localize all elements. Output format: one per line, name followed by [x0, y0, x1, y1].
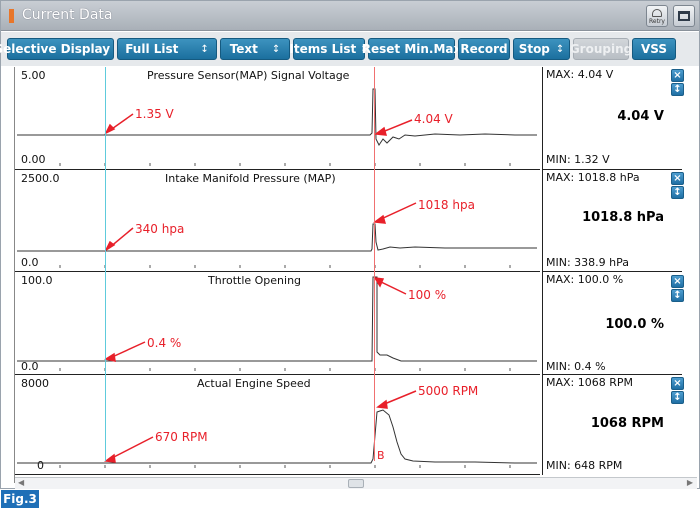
- annotation-left: 1.35 V: [135, 107, 174, 121]
- maximize-icon: [678, 11, 690, 21]
- info-map-pressure: MAX: 1018.8 hPa 1018.8 hPa MIN: 338.9 hP…: [542, 170, 682, 272]
- close-graph-icon[interactable]: ×: [671, 275, 684, 288]
- scale-min-label: 0.00: [21, 153, 46, 166]
- move-graph-icon[interactable]: ↕: [671, 83, 684, 96]
- graph-map-voltage: 5.00 Pressure Sensor(MAP) Signal Voltage…: [15, 67, 540, 170]
- tick-marks: [59, 163, 511, 468]
- trace-throttle: [17, 276, 537, 362]
- text-button[interactable]: Text ↕: [220, 38, 290, 60]
- min-value-label: MIN: 338.9 hPa: [546, 256, 630, 269]
- close-graph-icon[interactable]: ×: [671, 69, 684, 82]
- cursor-a-line[interactable]: [105, 67, 106, 461]
- vss-label: VSS: [640, 42, 668, 56]
- annotation-right: 100 %: [408, 288, 447, 302]
- selective-display-button[interactable]: Selective Display↕: [0, 38, 127, 60]
- grouping-button[interactable]: Grouping: [569, 38, 633, 60]
- current-data-window: Current Data Retry Selective Display↕ Fu…: [0, 0, 700, 489]
- scale-min-label: 0.0: [21, 256, 39, 269]
- info-map-voltage: MAX: 4.04 V 4.04 V MIN: 1.32 V: [542, 67, 682, 170]
- info-throttle: MAX: 100.0 % 100.0 % MIN: 0.4 %: [542, 272, 682, 375]
- stop-button[interactable]: Stop ↕: [513, 38, 570, 60]
- max-value-label: MAX: 4.04 V: [546, 68, 614, 81]
- text-label: Text: [229, 42, 258, 56]
- title-bar: Current Data Retry: [1, 1, 699, 31]
- scale-min-label: 0.0: [21, 360, 39, 373]
- items-list-dropdown-icon: ↕: [360, 43, 369, 55]
- current-value: 1018.8 hPa: [582, 210, 664, 225]
- reset-minmax-button[interactable]: Reset Min.Max: [362, 38, 461, 60]
- current-value: 100.0 %: [605, 317, 664, 332]
- items-list-button[interactable]: Items List ↕: [289, 38, 369, 60]
- selective-display-label: Selective Display: [0, 42, 111, 56]
- record-label: Record: [460, 42, 508, 56]
- close-graph-icon[interactable]: ×: [671, 172, 684, 185]
- annotation-left: 0.4 %: [147, 336, 182, 350]
- trace-map-pressure: [17, 223, 537, 252]
- waveform-canvas: [17, 88, 537, 468]
- full-list-button[interactable]: Full List ↕: [117, 38, 217, 60]
- min-value-label: MIN: 0.4 %: [546, 360, 606, 373]
- full-list-dropdown-icon: ↕: [200, 43, 209, 55]
- annotation-arrows: [104, 113, 417, 463]
- retry-label: Retry: [649, 18, 665, 25]
- min-value-label: MIN: 1.32 V: [546, 153, 610, 166]
- graph-map-pressure: 2500.0 Intake Manifold Pressure (MAP) 0.…: [15, 170, 540, 272]
- current-value: 4.04 V: [617, 109, 664, 124]
- graph-title: Throttle Opening: [208, 274, 302, 287]
- scale-max-label: 100.0: [21, 274, 53, 287]
- annotation-right: 1018 hpa: [418, 198, 475, 212]
- figure-label: Fig.3: [1, 490, 39, 508]
- cursor-b-label: B: [377, 449, 385, 462]
- annotation-right: 4.04 V: [414, 112, 453, 126]
- move-graph-icon[interactable]: ↕: [671, 391, 684, 404]
- scroll-right-icon[interactable]: ▶: [686, 478, 693, 487]
- stop-dropdown-icon: ↕: [555, 43, 565, 55]
- move-graph-icon[interactable]: ↕: [671, 289, 684, 302]
- graph-title: Intake Manifold Pressure (MAP): [165, 172, 336, 185]
- min-value-label: MIN: 648 RPM: [546, 459, 623, 472]
- text-dropdown-icon: ↕: [271, 43, 281, 55]
- max-value-label: MAX: 1068 RPM: [546, 376, 634, 389]
- graph-engine-speed: 8000 Actual Engine Speed 0 670 RPM 5000 …: [15, 375, 540, 475]
- items-list-label: Items List: [289, 42, 357, 56]
- info-engine-speed: MAX: 1068 RPM 1068 RPM MIN: 648 RPM: [542, 375, 682, 475]
- maximize-button[interactable]: [673, 5, 695, 27]
- close-graph-icon[interactable]: ×: [671, 377, 684, 390]
- cursor-b-line[interactable]: [374, 67, 375, 461]
- record-button[interactable]: Record: [458, 38, 510, 60]
- vss-button[interactable]: VSS: [632, 38, 676, 60]
- scale-max-label: 5.00: [21, 69, 46, 82]
- current-value: 1068 RPM: [590, 416, 664, 431]
- reset-minmax-label: Reset Min.Max: [361, 42, 462, 56]
- annotation-left: 340 hpa: [135, 222, 185, 236]
- graph-title: Pressure Sensor(MAP) Signal Voltage: [147, 69, 350, 82]
- stop-label: Stop: [518, 42, 550, 56]
- graph-title: Actual Engine Speed: [197, 377, 311, 390]
- toolbar: Selective Display↕ Full List↕ Text↕ Item…: [0, 32, 699, 66]
- retry-button[interactable]: Retry: [646, 5, 668, 27]
- scale-min-label: 0: [37, 459, 44, 472]
- scale-max-label: 8000: [21, 377, 49, 390]
- annotation-left: 670 RPM: [155, 430, 208, 444]
- grouping-label: Grouping: [569, 42, 633, 56]
- max-value-label: MAX: 100.0 %: [546, 273, 624, 286]
- graph-throttle: 100.0 Throttle Opening 0.0 0.4 % 100 %: [15, 272, 540, 375]
- graph-panels: 5.00 Pressure Sensor(MAP) Signal Voltage…: [14, 67, 698, 483]
- trace-map-voltage: [17, 88, 537, 146]
- annotation-right: 5000 RPM: [418, 384, 479, 398]
- scroll-left-icon[interactable]: ◀: [18, 478, 25, 487]
- move-graph-icon[interactable]: ↕: [671, 186, 684, 199]
- window-title: Current Data: [22, 7, 113, 23]
- refresh-icon: [652, 9, 662, 17]
- scroll-thumb[interactable]: [348, 479, 364, 488]
- max-value-label: MAX: 1018.8 hPa: [546, 171, 640, 184]
- trace-engine-speed: [17, 409, 537, 464]
- full-list-label: Full List: [125, 42, 179, 56]
- scale-max-label: 2500.0: [21, 172, 60, 185]
- title-marker-icon: [9, 9, 14, 23]
- horizontal-scrollbar[interactable]: ◀ ▶: [15, 477, 697, 489]
